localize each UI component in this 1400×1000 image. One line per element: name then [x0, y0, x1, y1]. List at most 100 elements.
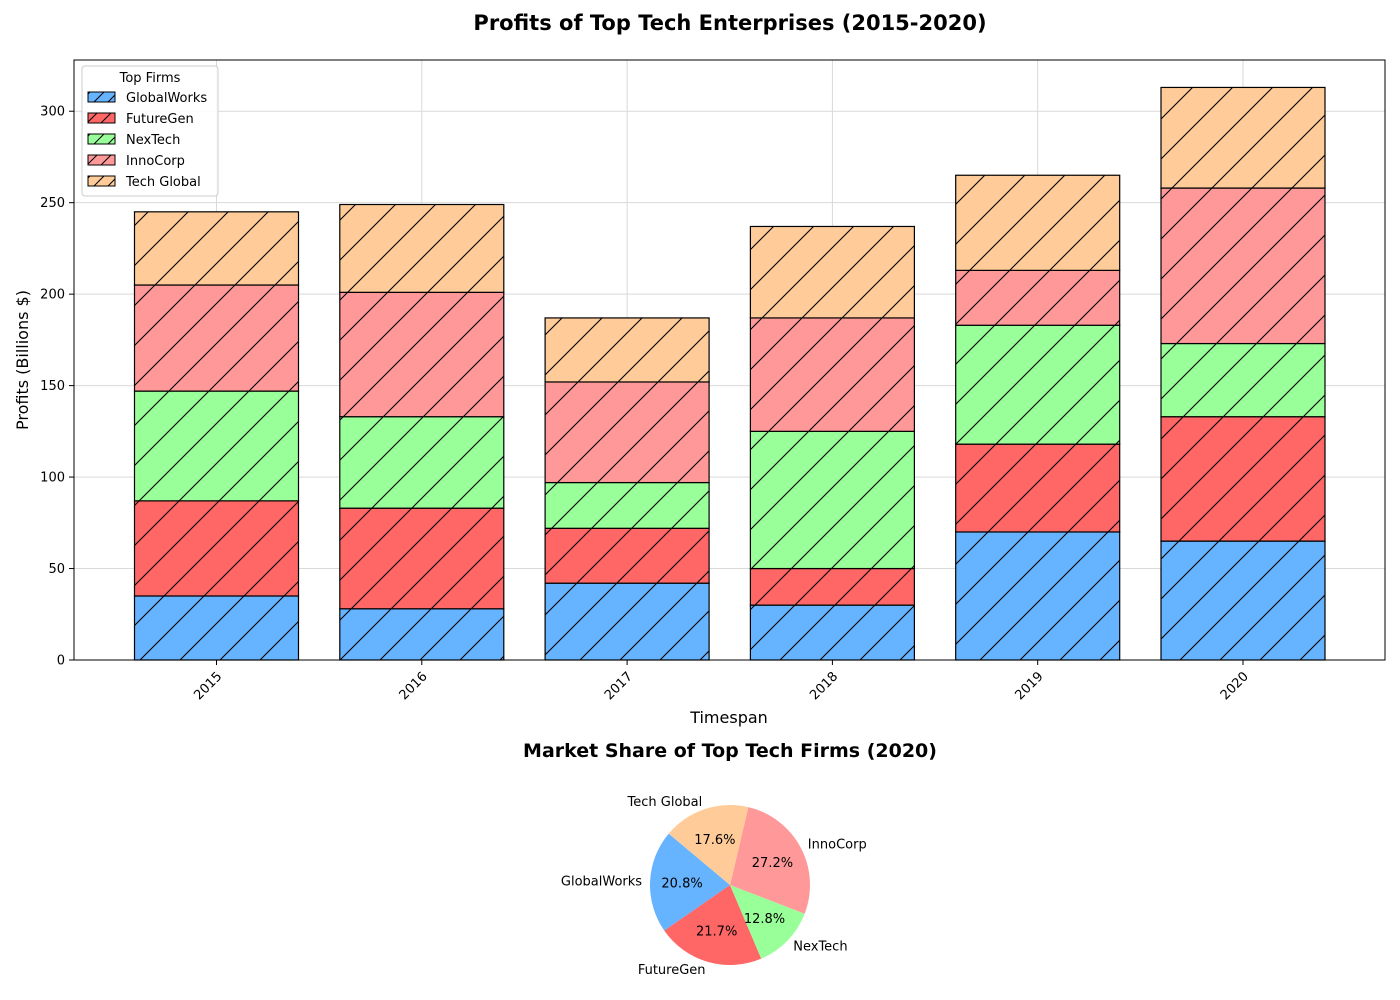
- legend-swatch-hatch: [87, 154, 116, 166]
- legend-label: NexTech: [126, 133, 180, 148]
- x-tick-label: 2019: [1013, 669, 1047, 703]
- bar-segment-hatch: [544, 582, 710, 661]
- plot-frame: [73, 59, 1386, 661]
- x-tick-label: 2016: [397, 669, 431, 703]
- x-tick-label: 2020: [1218, 669, 1252, 703]
- bar-segment: [749, 430, 916, 570]
- bar-segment: [339, 507, 505, 610]
- pie-slice: [649, 833, 730, 931]
- y-tick-label: 300: [40, 105, 65, 120]
- pie-slice: [730, 807, 811, 914]
- bar-segment: [749, 604, 916, 661]
- bar-segment: [544, 481, 710, 529]
- legend-label: Tech Global: [125, 175, 201, 190]
- pie-slice-label: Tech Global: [627, 795, 703, 810]
- x-axis-ticks: 2015 2016 2017 2018 2019 2020: [191, 660, 1252, 703]
- x-axis-label: Timespan: [689, 708, 768, 727]
- bar-segment-hatch: [955, 443, 1121, 533]
- y-tick-label: 100: [40, 471, 65, 486]
- legend-label: InnoCorp: [126, 154, 185, 169]
- bar-segment-hatch: [133, 211, 300, 286]
- bar-segment: [133, 390, 300, 502]
- bar-segment-hatch: [339, 291, 505, 418]
- bar-segment: [544, 582, 710, 661]
- pie-slice-label: NexTech: [793, 940, 847, 955]
- bar-segment-hatch: [133, 284, 300, 392]
- legend-item: Tech Global: [87, 175, 201, 190]
- legend-title: Top Firms: [119, 71, 181, 86]
- bar-segment-hatch: [955, 531, 1121, 661]
- bar-segment-hatch: [749, 604, 916, 661]
- pie-slice: [668, 805, 749, 885]
- bar-segment-hatch: [955, 269, 1121, 326]
- bar-segment-hatch: [1160, 416, 1326, 542]
- bar-segment: [1160, 187, 1326, 345]
- legend-item: NexTech: [87, 133, 180, 148]
- bar-segment: [133, 500, 300, 597]
- pie-slice-label: FutureGen: [638, 963, 706, 978]
- bar-segment: [339, 203, 505, 293]
- y-tick-label: 150: [40, 379, 65, 394]
- bar-segment-hatch: [544, 527, 710, 584]
- bar-segment-hatch: [749, 430, 916, 570]
- bar-segment: [133, 595, 300, 661]
- legend-item: InnoCorp: [87, 154, 185, 169]
- bar-segment: [955, 443, 1121, 533]
- bar-segment-hatch: [1160, 342, 1326, 418]
- bar-segment: [1160, 342, 1326, 418]
- pie-slice-percent: 12.8%: [744, 912, 785, 927]
- bar-segment-hatch: [1160, 187, 1326, 345]
- bar-segment-hatch: [749, 225, 916, 319]
- bar-segment: [955, 531, 1121, 661]
- y-tick-label: 250: [40, 196, 65, 211]
- legend-item: GlobalWorks: [87, 91, 207, 106]
- legend: Top Firms GlobalWorks FutureGen NexTech Inn…: [81, 65, 219, 197]
- legend-label: GlobalWorks: [126, 91, 207, 106]
- legend-items: GlobalWorks FutureGen NexTech InnoCorp Tech …: [87, 91, 207, 190]
- legend-swatch-hatch: [87, 91, 116, 103]
- bar-segment-hatch: [133, 390, 300, 502]
- bar-segment: [339, 608, 505, 661]
- y-axis-ticks: 0 50 100 150 200 250 300: [40, 105, 74, 669]
- bar-marks: [133, 86, 1326, 661]
- pie-slice-percent: 17.6%: [694, 833, 735, 848]
- bar-segment: [1160, 416, 1326, 542]
- y-tick-label: 0: [57, 654, 65, 669]
- y-tick-label: 200: [40, 288, 65, 303]
- bar-segment: [544, 381, 710, 484]
- pie-slice-percent: 21.7%: [696, 925, 737, 940]
- bar-segment: [749, 567, 916, 606]
- x-tick-label: 2018: [807, 669, 841, 703]
- x-tick-label: 2017: [602, 669, 636, 703]
- bar-segment: [133, 284, 300, 392]
- bar-segment: [133, 211, 300, 286]
- bar-segment-hatch: [339, 203, 505, 293]
- bar-segment: [339, 291, 505, 418]
- bar-segment-hatch: [339, 507, 505, 610]
- bar-segment: [955, 269, 1121, 326]
- bar-segment-hatch: [339, 608, 505, 661]
- pie-chart: GlobalWorks 20.8% FutureGen 21.7% NexTech 12.…: [561, 795, 867, 978]
- bar-segment: [339, 416, 505, 509]
- pie-slice-label: InnoCorp: [808, 837, 867, 852]
- bar-segment-hatch: [339, 416, 505, 509]
- bar-segment-hatch: [749, 567, 916, 606]
- y-axis-label: Profits (Billions $): [13, 290, 32, 430]
- bar-segment-hatch: [955, 174, 1121, 271]
- bar-segment-hatch: [133, 500, 300, 597]
- bar-segment-hatch: [1160, 86, 1326, 189]
- bar-segment: [955, 324, 1121, 445]
- bar-segment: [749, 317, 916, 432]
- bar-segment: [544, 527, 710, 584]
- legend-swatch-hatch: [87, 133, 116, 145]
- pie-slice-percent: 20.8%: [661, 876, 702, 891]
- pie-slice-percent: 27.2%: [752, 856, 793, 871]
- legend-label: FutureGen: [126, 112, 194, 127]
- pie-slice-label: GlobalWorks: [561, 874, 642, 889]
- legend-item: FutureGen: [87, 112, 194, 127]
- x-tick-label: 2015: [191, 669, 225, 703]
- pie-slice: [730, 885, 805, 959]
- y-tick-label: 50: [48, 562, 65, 577]
